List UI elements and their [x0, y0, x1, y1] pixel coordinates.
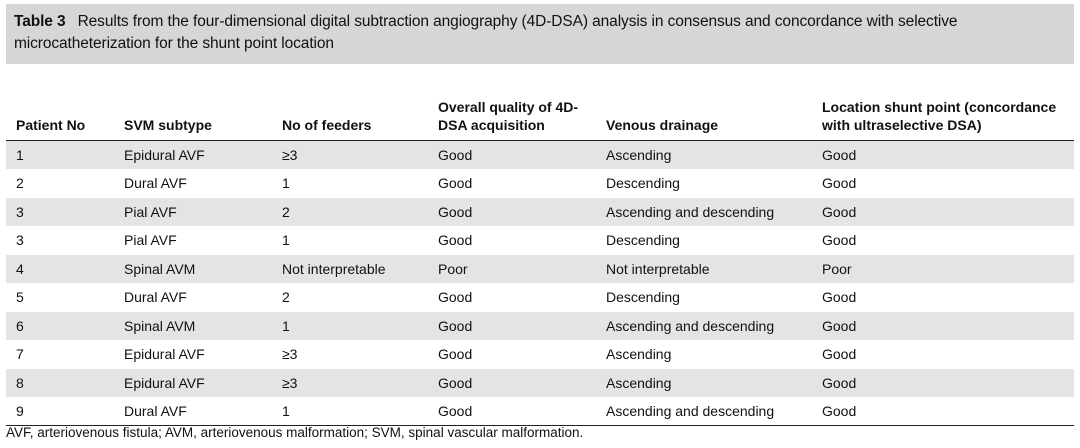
cell-no-of-feeders: 2 [272, 197, 428, 227]
cell-venous-drainage: Descending [596, 226, 812, 255]
cell-svm-subtype: Epidural AVF [114, 140, 272, 170]
cell-no-of-feeders: 1 [272, 397, 428, 426]
cell-patient-no: 8 [6, 368, 114, 398]
cell-venous-drainage: Not interpretable [596, 254, 812, 284]
table-row: 2 Dural AVF 1 Good Descending Good [6, 169, 1074, 198]
cell-overall-quality: Good [428, 197, 596, 227]
cell-overall-quality: Good [428, 311, 596, 341]
cell-location-shunt-point: Poor [812, 254, 1074, 284]
cell-location-shunt-point: Good [812, 340, 1074, 369]
cell-venous-drainage: Ascending and descending [596, 397, 812, 426]
table-row: 6 Spinal AVM 1 Good Ascending and descen… [6, 311, 1074, 341]
cell-svm-subtype: Dural AVF [114, 397, 272, 426]
table-row: 9 Dural AVF 1 Good Ascending and descend… [6, 397, 1074, 426]
header-no-of-feeders: No of feeders [272, 64, 428, 141]
cell-patient-no: 5 [6, 283, 114, 312]
table-row: 7 Epidural AVF ≥3 Good Ascending Good [6, 340, 1074, 369]
cell-patient-no: 9 [6, 397, 114, 426]
table-row: 3 Pial AVF 2 Good Ascending and descendi… [6, 197, 1074, 227]
table-caption: Table 3 Results from the four-dimensional… [6, 4, 1074, 64]
cell-venous-drainage: Ascending [596, 340, 812, 369]
cell-overall-quality: Poor [428, 254, 596, 284]
cell-patient-no: 6 [6, 311, 114, 341]
cell-location-shunt-point: Good [812, 197, 1074, 227]
cell-no-of-feeders: ≥3 [272, 368, 428, 398]
cell-venous-drainage: Ascending and descending [596, 197, 812, 227]
table-row: 1 Epidural AVF ≥3 Good Ascending Good [6, 140, 1074, 170]
cell-patient-no: 7 [6, 340, 114, 369]
results-table: Patient No SVM subtype No of feeders Ove… [6, 64, 1074, 426]
cell-patient-no: 2 [6, 169, 114, 198]
cell-no-of-feeders: 1 [272, 226, 428, 255]
cell-venous-drainage: Ascending [596, 368, 812, 398]
cell-svm-subtype: Epidural AVF [114, 368, 272, 398]
cell-venous-drainage: Descending [596, 283, 812, 312]
cell-overall-quality: Good [428, 140, 596, 170]
header-venous-drainage: Venous drainage [596, 64, 812, 141]
cell-location-shunt-point: Good [812, 397, 1074, 426]
cell-overall-quality: Good [428, 283, 596, 312]
cell-svm-subtype: Dural AVF [114, 169, 272, 198]
header-location-shunt-point: Location shunt point (concordance with u… [812, 64, 1074, 141]
cell-location-shunt-point: Good [812, 283, 1074, 312]
cell-no-of-feeders: 2 [272, 283, 428, 312]
cell-no-of-feeders: ≥3 [272, 340, 428, 369]
cell-location-shunt-point: Good [812, 311, 1074, 341]
cell-location-shunt-point: Good [812, 140, 1074, 170]
table-row: 5 Dural AVF 2 Good Descending Good [6, 283, 1074, 312]
cell-overall-quality: Good [428, 340, 596, 369]
cell-patient-no: 3 [6, 197, 114, 227]
header-patient-no: Patient No [6, 64, 114, 141]
header-svm-subtype: SVM subtype [114, 64, 272, 141]
cell-venous-drainage: Descending [596, 169, 812, 198]
cell-overall-quality: Good [428, 368, 596, 398]
cell-patient-no: 3 [6, 226, 114, 255]
cell-location-shunt-point: Good [812, 368, 1074, 398]
cell-svm-subtype: Spinal AVM [114, 311, 272, 341]
cell-patient-no: 1 [6, 140, 114, 170]
table-label: Table 3 [14, 13, 66, 30]
cell-svm-subtype: Spinal AVM [114, 254, 272, 284]
cell-overall-quality: Good [428, 169, 596, 198]
cell-venous-drainage: Ascending and descending [596, 311, 812, 341]
cell-no-of-feeders: Not interpretable [272, 254, 428, 284]
table-row: 8 Epidural AVF ≥3 Good Ascending Good [6, 368, 1074, 398]
cell-overall-quality: Good [428, 397, 596, 426]
cell-svm-subtype: Dural AVF [114, 283, 272, 312]
cell-no-of-feeders: ≥3 [272, 140, 428, 170]
cell-svm-subtype: Epidural AVF [114, 340, 272, 369]
cell-location-shunt-point: Good [812, 169, 1074, 198]
table-container: Patient No SVM subtype No of feeders Ove… [6, 64, 1074, 426]
table-footnote: AVF, arteriovenous fistula; AVM, arterio… [6, 425, 584, 440]
table-row: 4 Spinal AVM Not interpretable Poor Not … [6, 254, 1074, 284]
cell-no-of-feeders: 1 [272, 169, 428, 198]
cell-overall-quality: Good [428, 226, 596, 255]
cell-patient-no: 4 [6, 254, 114, 284]
cell-svm-subtype: Pial AVF [114, 226, 272, 255]
cell-venous-drainage: Ascending [596, 140, 812, 170]
table-row: 3 Pial AVF 1 Good Descending Good [6, 226, 1074, 255]
cell-location-shunt-point: Good [812, 226, 1074, 255]
caption-text: Results from the four-dimensional digita… [14, 13, 958, 52]
cell-svm-subtype: Pial AVF [114, 197, 272, 227]
cell-no-of-feeders: 1 [272, 311, 428, 341]
header-row: Patient No SVM subtype No of feeders Ove… [6, 64, 1074, 141]
header-overall-quality: Overall quality of 4D-DSA acquisition [428, 64, 596, 141]
